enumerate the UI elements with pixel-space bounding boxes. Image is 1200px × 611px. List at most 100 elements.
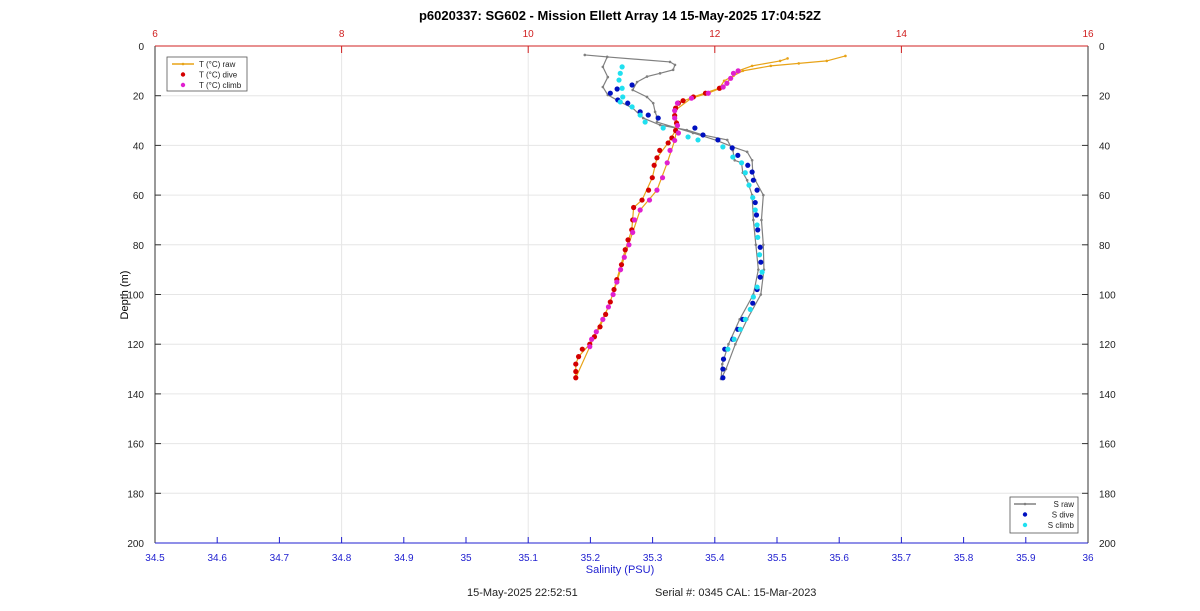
series-s-dive-point — [735, 152, 741, 158]
series-s-climb-point — [629, 104, 635, 110]
series-s-dive-point — [720, 366, 726, 372]
legend-dot-marker — [180, 82, 186, 88]
series-t-c-dive-point — [618, 262, 625, 268]
series-s-dive-point — [757, 244, 763, 250]
y-tick-label-right: 20 — [1099, 92, 1111, 103]
y-tick-label: 60 — [133, 191, 145, 202]
series-s-raw-marker — [762, 193, 765, 197]
series-t-c-raw — [574, 54, 847, 380]
legend-label: S raw — [1054, 500, 1075, 509]
series-s-dive-point — [629, 82, 635, 88]
series-t-c-dive — [573, 85, 723, 381]
legend-box — [166, 56, 248, 92]
legend-point-marker — [181, 62, 185, 66]
series-s-raw-marker — [745, 178, 749, 182]
series-t-c-dive-point — [680, 98, 686, 104]
y-tick-label: 80 — [133, 241, 145, 252]
series-t-c-dive-point — [573, 375, 579, 381]
series-s-raw-marker — [645, 95, 649, 99]
y-tick-label: 40 — [133, 141, 145, 152]
series-s-dive-point — [745, 162, 751, 168]
bottom-tick-label: 35.2 — [581, 553, 601, 564]
series-s-raw-marker — [635, 80, 639, 84]
series-t-c-raw-marker — [778, 59, 782, 63]
x-axis-label: Salinity (PSU) — [586, 564, 654, 576]
series-t-c-dive-point — [645, 187, 652, 193]
bottom-tick-label: 36 — [1082, 553, 1094, 564]
series-s-dive-point — [750, 300, 756, 306]
series-t-c-dive-point — [654, 155, 660, 161]
series-s-climb-point — [742, 170, 748, 176]
series-s-climb — [616, 64, 765, 352]
series-s-climb-point — [731, 336, 737, 342]
series-t-c-dive-point — [611, 286, 617, 293]
series-t-c-climb-point — [672, 115, 678, 121]
series-s-dive-point — [715, 137, 721, 143]
series-s-raw-marker — [752, 218, 755, 222]
series-s-climb-point — [754, 222, 760, 228]
series-t-c-raw-marker — [750, 64, 754, 68]
series-t-c-climb-point — [587, 344, 593, 350]
series-s-climb-point — [750, 194, 756, 201]
bottom-tick-label: 35.6 — [829, 553, 849, 564]
series-t-c-raw-marker — [786, 57, 789, 60]
series-s-climb-point — [617, 99, 623, 105]
series-t-c-climb-point — [637, 207, 643, 213]
y-tick-label: 200 — [127, 539, 144, 550]
series-s-climb-point — [756, 252, 763, 258]
series-t-c-climb-point — [672, 108, 678, 114]
series-t-c-dive-point — [573, 368, 579, 375]
y-tick-label-right: 160 — [1099, 440, 1116, 451]
bottom-tick-label: 35.5 — [767, 553, 787, 564]
y-tick-label-right: 100 — [1099, 291, 1116, 302]
footer-timestamp: 15-May-2025 22:52:51 — [467, 587, 578, 599]
series-t-c-climb-point — [672, 137, 678, 144]
top-tick-label: 10 — [523, 29, 535, 40]
series-s-dive-point — [607, 90, 613, 96]
bottom-tick-label: 35.3 — [643, 553, 663, 564]
series-s-raw-marker — [605, 55, 609, 59]
legend-dot-marker — [180, 72, 186, 77]
y-tick-label: 20 — [133, 92, 145, 103]
series-t-c-climb-point — [728, 75, 734, 81]
series-t-c-dive-point — [665, 140, 671, 146]
legend-box — [1009, 496, 1079, 534]
series-s-raw-marker — [691, 131, 695, 135]
top-tick-label: 8 — [339, 29, 345, 40]
series-s-climb-point — [720, 144, 726, 150]
series-s-dive-point — [720, 356, 727, 362]
series-s-raw-marker — [734, 342, 737, 346]
series-s-raw-marker — [762, 243, 765, 247]
series-s-raw-marker — [673, 63, 677, 67]
series-t-c-climb-point — [667, 147, 673, 153]
series-t-c-climb-point — [705, 90, 711, 96]
series-s-dive-point — [614, 86, 620, 92]
series-s-climb-point — [730, 154, 736, 160]
y-tick-label-right: 0 — [1099, 42, 1105, 53]
series-s-raw-marker — [754, 243, 758, 247]
series-t-c-dive-point — [597, 324, 603, 330]
series-s-raw-marker — [745, 150, 749, 154]
series-s-dive — [607, 82, 764, 381]
top-tick-label: 6 — [152, 29, 158, 40]
axes: 0 0 20 20 40 40 60 60 80 80 100 100 120 120 140 140 160 1… — [127, 29, 1116, 564]
series-t-c-climb-point — [688, 95, 695, 101]
y-tick-label-right: 60 — [1099, 191, 1111, 202]
series-s-climb-point — [755, 234, 761, 240]
chart-title: p6020337: SG602 - Mission Ellett Array 1… — [419, 8, 821, 23]
y-tick-label: 100 — [127, 291, 144, 302]
series-s-dive-point — [700, 132, 706, 138]
series-t-c-climb-point — [617, 267, 624, 273]
series-t-c-dive-point — [625, 237, 631, 243]
series-t-c-dive-point — [603, 311, 609, 317]
bottom-tick-label: 35.7 — [892, 553, 912, 564]
legend-label: T (°C) climb — [199, 81, 242, 90]
series-t-c-climb-point — [605, 304, 612, 310]
y-tick-label-right: 140 — [1099, 390, 1116, 401]
series-t-c-climb-point — [630, 229, 636, 235]
series-t-c-raw-marker — [844, 54, 847, 58]
series-s-climb-point — [620, 94, 626, 100]
series-s-raw-marker — [651, 101, 655, 105]
legend-point-marker — [1023, 502, 1027, 506]
